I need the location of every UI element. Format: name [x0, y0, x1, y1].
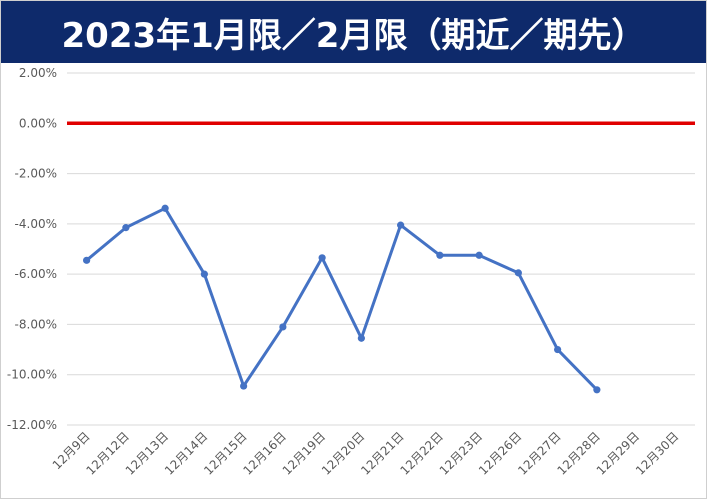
data-point [161, 204, 169, 212]
data-point [240, 382, 248, 390]
data-point [357, 334, 365, 342]
data-point [279, 323, 287, 331]
y-tick-label: -8.00% [15, 317, 57, 331]
data-point [122, 224, 130, 232]
series-line [85, 206, 599, 392]
data-point [200, 270, 208, 278]
series-layer [83, 204, 601, 394]
y-tick-label: 2.00% [19, 66, 57, 80]
y-tick-label: -10.00% [7, 368, 57, 382]
data-point [514, 269, 522, 277]
y-tick-label: 0.00% [19, 116, 57, 130]
data-point [318, 254, 326, 262]
gridlines [67, 72, 695, 426]
y-tick-label: -6.00% [15, 267, 57, 281]
data-point [397, 221, 405, 229]
data-point [475, 251, 483, 259]
data-point [436, 251, 444, 259]
y-tick-label: -2.00% [15, 167, 57, 181]
x-tick-label: 12月30日 [633, 429, 681, 477]
data-point [593, 386, 601, 394]
data-point [554, 345, 562, 354]
y-axis-tick-labels: 2.00% 0.00% -2.00% -4.00% -6.00% -8.00% -10.00… [7, 66, 57, 432]
y-tick-label: -4.00% [15, 217, 57, 231]
data-point [83, 256, 91, 264]
x-axis-tick-labels: 12月9日12月12日12月13日12月14日12月15日12月16日12月19… [50, 429, 682, 477]
chart-title: 2023年1月限／2月限（期近／期先） [1, 1, 706, 63]
y-tick-label: -12.00% [7, 418, 57, 432]
